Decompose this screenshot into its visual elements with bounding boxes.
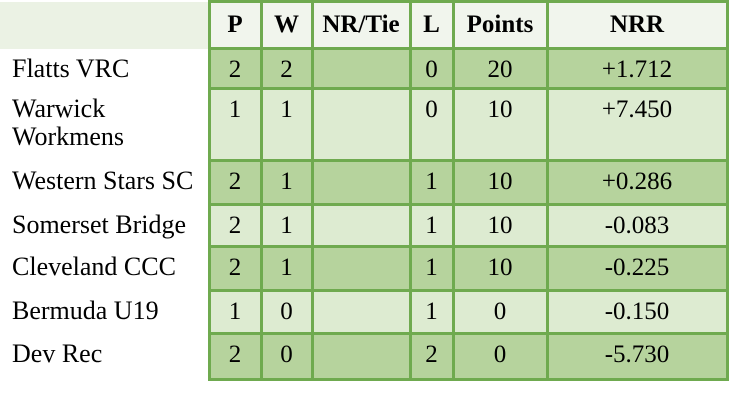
losses-cell: 0 [408, 47, 455, 90]
points-cell: 20 [451, 47, 549, 90]
played-cell: 1 [207, 289, 263, 335]
wins-cell: 1 [259, 87, 314, 162]
team-name-cell: Western Stars SC [0, 160, 209, 205]
team-name-cell: Dev Rec [0, 333, 209, 380]
col-header-nr-tie: NR/Tie [310, 0, 412, 50]
nrr-cell: +1.712 [545, 47, 729, 90]
nrr-cell: -5.730 [545, 332, 729, 381]
losses-cell: 2 [408, 332, 455, 381]
points-cell: 0 [451, 332, 549, 381]
team-name: Cleveland CCC [12, 251, 176, 281]
team-name-cell: Warwick Workmens [0, 88, 209, 161]
nrr-cell: +0.286 [545, 159, 729, 206]
wins-cell: 0 [259, 289, 314, 335]
points-cell: 10 [451, 159, 549, 206]
nr-tie-cell [310, 159, 412, 206]
col-header-nrr: NRR [545, 0, 729, 50]
standings-table: P W NR/Tie L Points NRR Flatts VRC 2 2 0… [0, 0, 729, 381]
team-name-cell: Flatts VRC [0, 48, 209, 89]
col-header-wins: W [259, 0, 314, 50]
nrr-cell: -0.083 [545, 203, 729, 248]
team-name: Bermuda U19 [12, 295, 159, 325]
team-name: Flatts VRC [12, 53, 130, 83]
team-name-cell: Somerset Bridge [0, 204, 209, 247]
played-cell: 2 [207, 203, 263, 248]
nrr-cell: +7.450 [545, 87, 729, 162]
nr-tie-cell [310, 87, 412, 162]
nr-tie-cell [310, 203, 412, 248]
wins-cell: 2 [259, 47, 314, 90]
team-name: Western Stars SC [12, 165, 194, 195]
losses-cell: 0 [408, 87, 455, 162]
losses-cell: 1 [408, 289, 455, 335]
played-cell: 1 [207, 87, 263, 162]
team-name-cell: Bermuda U19 [0, 290, 209, 334]
nr-tie-cell [310, 245, 412, 292]
losses-cell: 1 [408, 203, 455, 248]
table-row: Flatts VRC 2 2 0 20 +1.712 [0, 47, 729, 90]
losses-cell: 1 [408, 245, 455, 292]
wins-cell: 0 [259, 332, 314, 381]
points-cell: 0 [451, 289, 549, 335]
losses-cell: 1 [408, 159, 455, 206]
team-name: Dev Rec [12, 338, 103, 368]
played-cell: 2 [207, 245, 263, 292]
played-cell: 2 [207, 159, 263, 206]
nr-tie-cell [310, 332, 412, 381]
table-row: Dev Rec 2 0 2 0 -5.730 [0, 332, 729, 381]
table-row: Western Stars SC 2 1 1 10 +0.286 [0, 159, 729, 206]
table-row: Warwick Workmens 1 1 0 10 +7.450 [0, 87, 729, 162]
played-cell: 2 [207, 332, 263, 381]
table-row: Somerset Bridge 2 1 1 10 -0.083 [0, 203, 729, 248]
nrr-cell: -0.225 [545, 245, 729, 292]
played-cell: 2 [207, 47, 263, 90]
team-name-cell: Cleveland CCC [0, 246, 209, 291]
nr-tie-cell [310, 289, 412, 335]
points-cell: 10 [451, 87, 549, 162]
team-name: Somerset Bridge [12, 209, 187, 239]
team-name: Warwick Workmens [12, 93, 124, 152]
points-cell: 10 [451, 203, 549, 248]
table-row: Cleveland CCC 2 1 1 10 -0.225 [0, 245, 729, 292]
table-row: Bermuda U19 1 0 1 0 -0.150 [0, 289, 729, 335]
col-header-played: P [207, 0, 263, 50]
nr-tie-cell [310, 47, 412, 90]
wins-cell: 1 [259, 245, 314, 292]
nrr-cell: -0.150 [545, 289, 729, 335]
wins-cell: 1 [259, 159, 314, 206]
col-header-points: Points [451, 0, 549, 50]
corner-cell [0, 1, 209, 49]
points-cell: 10 [451, 245, 549, 292]
header-row: P W NR/Tie L Points NRR [0, 0, 729, 50]
col-header-losses: L [408, 0, 455, 50]
wins-cell: 1 [259, 203, 314, 248]
